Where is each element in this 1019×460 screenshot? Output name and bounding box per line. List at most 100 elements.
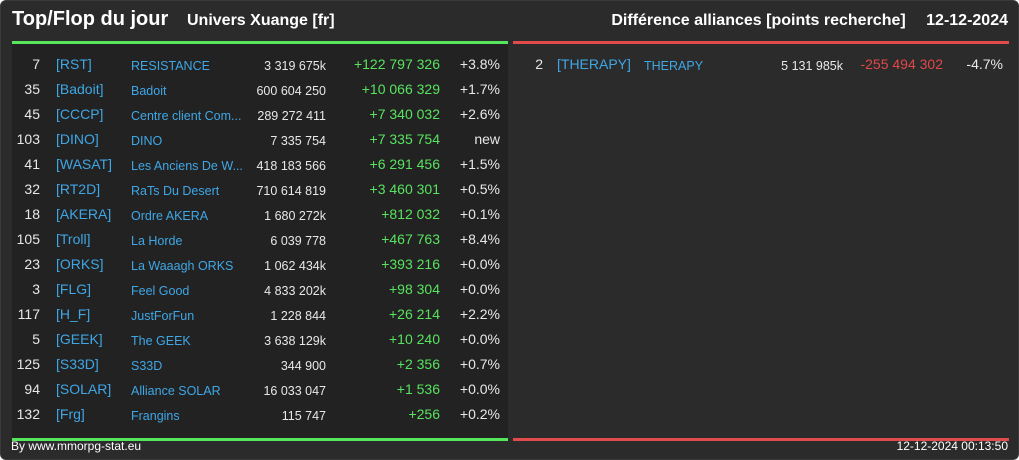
- alliance-tag-link[interactable]: [GEEK]: [56, 331, 103, 347]
- table-row: 23 [ORKS] La Waaagh ORKS 1 062 434k +393 216…: [12, 252, 508, 277]
- points-cell: 5 131 985k: [781, 59, 843, 73]
- alliance-name-link[interactable]: Ordre AKERA: [131, 209, 209, 223]
- points-cell: 344 900: [280, 359, 326, 373]
- percent-cell: +0.2%: [459, 406, 500, 422]
- alliance-name-link[interactable]: Alliance SOLAR: [131, 384, 221, 398]
- diff-cell: -255 494 302: [860, 56, 943, 72]
- diff-cell: +26 214: [389, 306, 440, 322]
- table-row: 35 [Badoit] Badoit 600 604 250 +10 066 329 +1…: [12, 77, 508, 102]
- alliance-name-link[interactable]: The GEEK: [131, 334, 191, 348]
- percent-cell: new: [474, 131, 500, 147]
- diff-cell: +256: [408, 406, 440, 422]
- percent-cell: +0.5%: [459, 181, 500, 197]
- percent-cell: +0.1%: [459, 206, 500, 222]
- points-cell: 1 062 434k: [264, 259, 326, 273]
- points-cell: 4 833 202k: [264, 284, 326, 298]
- table-row: 125 [S33D] S33D 344 900 +2 356 +0.7%: [12, 352, 508, 377]
- alliance-tag-link[interactable]: [RST]: [56, 56, 92, 72]
- diff-cell: +1 536: [396, 381, 440, 397]
- table-row: 105 [Troll] La Horde 6 039 778 +467 763 +8.4%: [12, 227, 508, 252]
- page-title: Top/Flop du jour: [12, 8, 169, 30]
- percent-cell: +1.5%: [459, 156, 500, 172]
- table-row: 103 [DINO] DINO 7 335 754 +7 335 754 new: [12, 127, 508, 152]
- points-cell: 1 228 844: [270, 309, 326, 323]
- percent-cell: +3.8%: [459, 56, 500, 72]
- alliance-tag-link[interactable]: [ORKS]: [56, 256, 104, 272]
- alliance-tag-link[interactable]: [Troll]: [56, 231, 91, 247]
- rank-cell: 117: [17, 306, 40, 322]
- alliance-tag-link[interactable]: [Frg]: [56, 406, 85, 422]
- diff-cell: +7 340 032: [369, 106, 440, 122]
- rank-cell: 32: [24, 181, 40, 197]
- alliance-name-link[interactable]: RESISTANCE: [131, 59, 210, 73]
- alliance-name-link[interactable]: RaTs Du Desert: [131, 184, 220, 198]
- alliance-name-link[interactable]: THERAPY: [644, 59, 704, 73]
- alliance-tag-link[interactable]: [SOLAR]: [56, 381, 112, 397]
- rank-cell: 7: [32, 56, 40, 72]
- diff-cell: +393 216: [381, 256, 440, 272]
- rank-cell: 94: [24, 381, 40, 397]
- points-cell: 289 272 411: [257, 109, 326, 123]
- footer-credit[interactable]: By www.mmorpg-stat.eu: [11, 439, 142, 453]
- rank-cell: 41: [24, 156, 40, 172]
- alliance-tag-link[interactable]: [S33D]: [56, 356, 99, 372]
- alliance-tag-link[interactable]: [AKERA]: [56, 206, 112, 222]
- alliance-tag-link[interactable]: [FLG]: [56, 281, 92, 297]
- table-row: 7 [RST] RESISTANCE 3 319 675k +122 797 326 +3…: [12, 52, 508, 77]
- alliance-name-link[interactable]: Les Anciens De W...: [131, 159, 243, 173]
- diff-cell: +3 460 301: [369, 181, 440, 197]
- alliance-tag-link[interactable]: [Badoit]: [56, 81, 104, 97]
- footer-timestamp: 12-12-2024 00:13:50: [896, 439, 1008, 453]
- alliance-name-link[interactable]: Centre client Com...: [131, 109, 242, 123]
- table-row: 2 [THERAPY] THERAPY 5 131 985k -255 494 302 -…: [513, 52, 1009, 77]
- table-row: 45 [CCCP] Centre client Com... 289 272 411 +…: [12, 102, 508, 127]
- rank-cell: 35: [24, 81, 40, 97]
- top-list: 7 [RST] RESISTANCE 3 319 675k +122 797 326 +3…: [12, 52, 508, 427]
- rank-cell: 103: [16, 131, 40, 147]
- diff-cell: +6 291 456: [369, 156, 440, 172]
- diff-cell: +98 304: [389, 281, 440, 297]
- points-cell: 418 183 566: [256, 159, 326, 173]
- rank-cell: 23: [24, 256, 40, 272]
- diff-cell: +10 066 329: [361, 81, 440, 97]
- top-panel: 7 [RST] RESISTANCE 3 319 675k +122 797 326 +3…: [12, 41, 508, 441]
- percent-cell: +0.0%: [459, 281, 500, 297]
- alliance-name-link[interactable]: La Horde: [131, 234, 183, 248]
- rank-cell: 3: [32, 281, 40, 297]
- alliance-name-link[interactable]: Frangins: [131, 409, 180, 423]
- table-row: 132 [Frg] Frangins 115 747 +256 +0.2%: [12, 402, 508, 427]
- points-cell: 600 604 250: [256, 84, 326, 98]
- flop-list: 2 [THERAPY] THERAPY 5 131 985k -255 494 302 -…: [513, 52, 1009, 77]
- rank-cell: 132: [16, 406, 40, 422]
- percent-cell: +0.0%: [459, 381, 500, 397]
- diff-cell: +7 335 754: [369, 131, 440, 147]
- alliance-name-link[interactable]: DINO: [131, 134, 163, 148]
- universe-subtitle: Univers Xuange [fr]: [187, 12, 335, 29]
- alliance-tag-link[interactable]: [DINO]: [56, 131, 99, 147]
- points-cell: 710 614 819: [256, 184, 326, 198]
- table-row: 3 [FLG] Feel Good 4 833 202k +98 304 +0.0%: [12, 277, 508, 302]
- alliance-name-link[interactable]: S33D: [131, 359, 163, 373]
- rank-cell: 5: [32, 331, 40, 347]
- alliance-name-link[interactable]: Feel Good: [131, 284, 190, 298]
- alliance-name-link[interactable]: Badoit: [131, 84, 167, 98]
- alliance-tag-link[interactable]: [THERAPY]: [557, 56, 631, 72]
- percent-cell: +0.0%: [459, 331, 500, 347]
- diff-cell: +10 240: [389, 331, 440, 347]
- table-row: 117 [H_F] JustForFun 1 228 844 +26 214 +2.2%: [12, 302, 508, 327]
- rank-cell: 105: [16, 231, 40, 247]
- diff-cell: +467 763: [381, 231, 440, 247]
- alliance-tag-link[interactable]: [RT2D]: [56, 181, 101, 197]
- rank-cell: 2: [535, 56, 543, 72]
- points-cell: 6 039 778: [270, 234, 326, 248]
- percent-cell: +8.4%: [459, 231, 500, 247]
- alliance-name-link[interactable]: JustForFun: [131, 309, 195, 323]
- points-cell: 16 033 047: [263, 384, 326, 398]
- alliance-tag-link[interactable]: [WASAT]: [56, 156, 112, 172]
- alliance-tag-link[interactable]: [H_F]: [56, 306, 91, 322]
- alliance-tag-link[interactable]: [CCCP]: [56, 106, 104, 122]
- alliance-name-link[interactable]: La Waaagh ORKS: [131, 259, 234, 273]
- percent-cell: -4.7%: [966, 56, 1003, 72]
- header-right: Différence alliances [points recherche] …: [611, 12, 1008, 30]
- points-cell: 7 335 754: [270, 134, 326, 148]
